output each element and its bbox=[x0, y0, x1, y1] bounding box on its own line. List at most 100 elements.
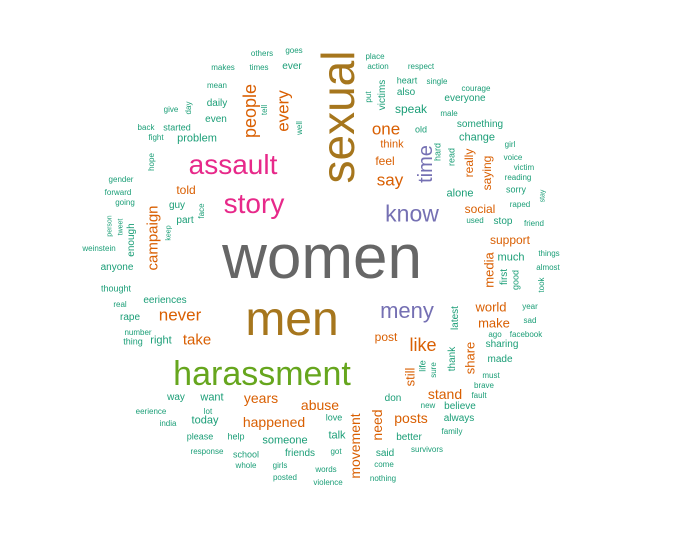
word-way: way bbox=[167, 392, 185, 403]
word-posts: posts bbox=[394, 410, 428, 426]
word-raped: raped bbox=[509, 200, 531, 209]
word-tell: tell bbox=[260, 104, 269, 116]
word-family: family bbox=[441, 427, 463, 436]
word-please: please bbox=[186, 431, 214, 442]
word-don: don bbox=[384, 393, 402, 404]
word-abuse: abuse bbox=[300, 397, 340, 413]
word-assault: assault bbox=[188, 149, 278, 180]
word-year: year bbox=[522, 302, 538, 311]
word-whole: whole bbox=[235, 461, 257, 470]
word-today: today bbox=[191, 414, 219, 427]
word-always: always bbox=[443, 413, 475, 424]
word-real: real bbox=[113, 300, 127, 309]
word-hard: hard bbox=[432, 142, 443, 162]
word-fault: fault bbox=[471, 391, 487, 400]
word-part: part bbox=[176, 215, 194, 226]
word-read: read bbox=[446, 147, 457, 167]
word-eeriences: eeriences bbox=[143, 295, 187, 306]
word-day: day bbox=[184, 101, 193, 115]
word-make: make bbox=[478, 315, 510, 331]
word-really: really bbox=[462, 148, 476, 178]
word-latest: latest bbox=[450, 306, 461, 330]
word-women: women bbox=[222, 223, 422, 292]
word-story: story bbox=[223, 188, 285, 219]
word-say: say bbox=[376, 170, 404, 190]
word-put: put bbox=[364, 91, 373, 103]
word-think: think bbox=[380, 138, 404, 151]
word-victims: victims bbox=[377, 79, 388, 111]
word-times: times bbox=[249, 63, 269, 72]
word-one: one bbox=[371, 119, 401, 139]
word-rape: rape bbox=[119, 312, 141, 323]
word-india: india bbox=[159, 419, 177, 428]
word-meny: meny bbox=[380, 298, 434, 323]
word-sharing: sharing bbox=[485, 339, 519, 350]
word-believe: believe bbox=[444, 401, 476, 412]
word-take: take bbox=[182, 331, 212, 349]
word-facebook: facebook bbox=[509, 330, 543, 339]
word-single: single bbox=[426, 77, 448, 86]
word-talk: talk bbox=[328, 429, 346, 442]
word-speak: speak bbox=[394, 102, 428, 116]
word-place: place bbox=[365, 52, 385, 61]
word-men: men bbox=[245, 293, 339, 346]
word-well: well bbox=[295, 121, 304, 135]
word-took: took bbox=[537, 277, 546, 293]
word-ever: ever bbox=[282, 61, 302, 72]
word-better: better bbox=[396, 432, 422, 443]
word-stay: stay bbox=[539, 189, 547, 203]
word-someone: someone bbox=[262, 434, 308, 447]
word-movement: movement bbox=[347, 413, 363, 479]
word-eerience: eerience bbox=[135, 407, 167, 416]
word-right: right bbox=[150, 334, 172, 347]
word-thought: thought bbox=[100, 283, 132, 294]
word-words: words bbox=[315, 465, 337, 474]
word-makes: makes bbox=[211, 63, 235, 72]
word-action: action bbox=[367, 62, 389, 71]
word-stop: stop bbox=[493, 216, 513, 227]
word-every: every bbox=[273, 90, 293, 132]
word-others: others bbox=[250, 49, 274, 58]
word-brave: brave bbox=[473, 381, 495, 390]
word-something: something bbox=[456, 119, 504, 130]
word-saying: saying bbox=[480, 155, 494, 191]
word-forward: forward bbox=[104, 188, 132, 197]
word-change: change bbox=[458, 131, 496, 144]
word-first: first bbox=[499, 268, 510, 286]
word-like: like bbox=[409, 335, 437, 355]
word-used: used bbox=[466, 216, 484, 225]
word-much: much bbox=[497, 251, 525, 264]
word-sure: sure bbox=[429, 362, 438, 378]
word-must: must bbox=[482, 371, 500, 380]
word-respect: respect bbox=[407, 62, 435, 71]
word-years: years bbox=[243, 390, 279, 406]
word-life: life bbox=[417, 360, 428, 372]
word-hope: hope bbox=[147, 153, 156, 171]
word-made: made bbox=[487, 354, 513, 365]
word-alone: alone bbox=[446, 187, 474, 200]
word-still: still bbox=[402, 367, 418, 387]
word-world: world bbox=[475, 299, 507, 315]
word-happened: happened bbox=[242, 414, 306, 430]
word-said: said bbox=[375, 448, 395, 459]
word-people: people bbox=[240, 83, 260, 139]
word-male: male bbox=[440, 109, 458, 118]
word-number: number bbox=[124, 328, 152, 337]
word-want: want bbox=[200, 391, 224, 404]
word-going: going bbox=[115, 198, 135, 207]
word-good: good bbox=[510, 269, 521, 291]
word-thing: thing bbox=[123, 336, 143, 347]
word-need: need bbox=[369, 409, 385, 441]
word-reading: reading bbox=[504, 173, 532, 182]
word-fight: fight bbox=[148, 133, 164, 142]
word-media: media bbox=[481, 252, 497, 288]
word-tweet: tweet bbox=[117, 218, 125, 236]
word-problem: problem bbox=[177, 132, 217, 145]
word-sexual: sexual bbox=[312, 50, 364, 184]
word-come: come bbox=[374, 460, 394, 469]
word-social: social bbox=[464, 202, 496, 216]
word-heart: heart bbox=[396, 75, 418, 86]
word-sorry: sorry bbox=[506, 184, 526, 195]
word-survivors: survivors bbox=[410, 445, 444, 454]
